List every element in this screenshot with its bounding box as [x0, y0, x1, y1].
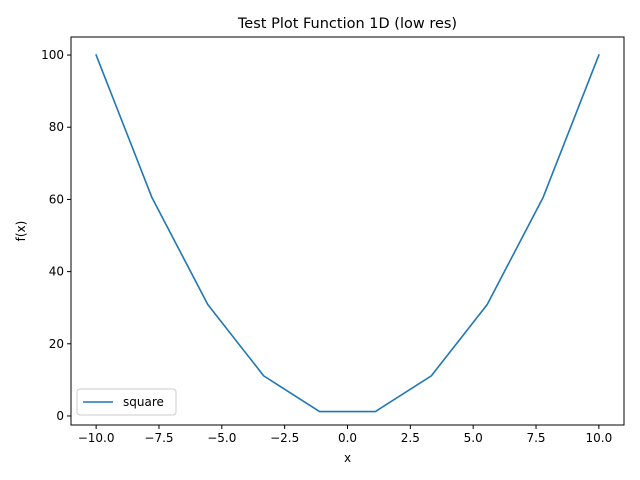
- x-tick-label: −5.0: [207, 431, 236, 445]
- y-tick-label: 40: [49, 265, 64, 279]
- x-tick-label: −7.5: [144, 431, 173, 445]
- x-tick-label: 10.0: [586, 431, 613, 445]
- y-tick-label: 100: [41, 48, 64, 62]
- x-tick-label: −2.5: [270, 431, 299, 445]
- x-tick-label: 2.5: [401, 431, 420, 445]
- series-line-square: [95, 54, 600, 413]
- x-tick-label: 7.5: [526, 431, 545, 445]
- x-tick-label: −10.0: [78, 431, 115, 445]
- y-tick-label: 20: [49, 337, 64, 351]
- legend-label-square: square: [123, 395, 164, 409]
- chart-title: Test Plot Function 1D (low res): [237, 16, 457, 32]
- y-axis: 0 20 40 60 80 100: [41, 48, 71, 423]
- x-tick-label: 0.0: [338, 431, 357, 445]
- y-tick-label: 60: [49, 192, 64, 206]
- legend: square: [76, 388, 177, 416]
- legend-frame: [76, 388, 177, 416]
- y-tick-label: 80: [49, 120, 64, 134]
- series-layer: [95, 54, 600, 413]
- x-axis-label: x: [344, 451, 351, 465]
- y-tick-label: 0: [56, 409, 64, 423]
- x-axis: −10.0 −7.5 −5.0 −2.5 0.0 2.5 5.0 7.5 10.0: [78, 425, 612, 445]
- y-axis-label: f(x): [14, 221, 28, 242]
- x-tick-label: 5.0: [464, 431, 483, 445]
